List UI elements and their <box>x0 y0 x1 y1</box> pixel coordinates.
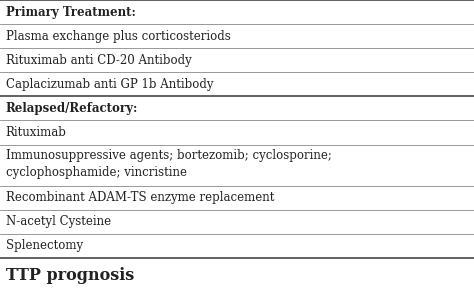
Text: Rituximab: Rituximab <box>6 126 66 139</box>
Text: Immunosuppressive agents; bortezomib; cyclosporine;
cyclophosphamide; vincristin: Immunosuppressive agents; bortezomib; cy… <box>6 149 331 179</box>
Text: Primary Treatment:: Primary Treatment: <box>6 6 136 18</box>
Text: Caplacizumab anti GP 1b Antibody: Caplacizumab anti GP 1b Antibody <box>6 78 213 91</box>
Text: Plasma exchange plus corticosteriods: Plasma exchange plus corticosteriods <box>6 30 230 42</box>
Text: Splenectomy: Splenectomy <box>6 239 83 252</box>
Text: Relapsed/Refactory:: Relapsed/Refactory: <box>6 102 138 115</box>
Text: Rituximab anti CD-20 Antibody: Rituximab anti CD-20 Antibody <box>6 54 191 67</box>
Text: TTP prognosis: TTP prognosis <box>6 267 134 284</box>
Text: N-acetyl Cysteine: N-acetyl Cysteine <box>6 215 111 228</box>
Text: Recombinant ADAM-TS enzyme replacement: Recombinant ADAM-TS enzyme replacement <box>6 191 274 204</box>
